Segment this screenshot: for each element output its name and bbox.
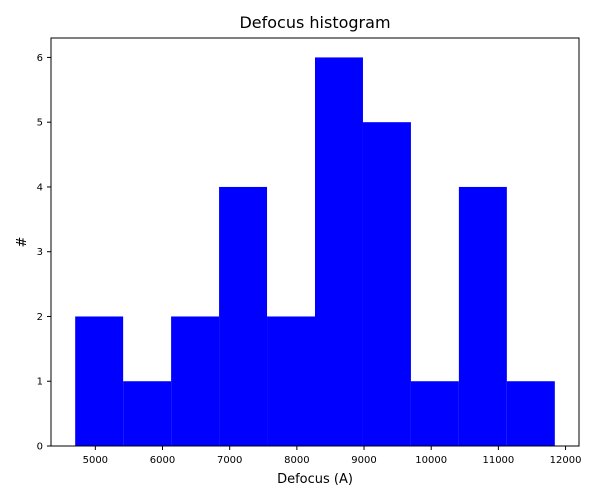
x-tick-label: 8000 <box>284 455 309 466</box>
x-axis-label: Defocus (A) <box>277 472 353 487</box>
histogram-bar <box>315 57 363 447</box>
histogram-bar <box>123 381 172 446</box>
histogram-bar <box>75 316 124 446</box>
y-tick-label: 1 <box>37 377 43 388</box>
histogram-bar <box>458 186 507 446</box>
x-tick-label: 7000 <box>217 455 242 466</box>
plot-area-frame <box>50 37 580 447</box>
x-tick-label: 6000 <box>150 455 175 466</box>
x-tick-label: 12000 <box>550 455 582 466</box>
x-tick-label: 10000 <box>415 455 447 466</box>
histogram-bar <box>171 316 220 446</box>
y-axis-ticks: 0 1 2 3 4 5 6 <box>37 53 51 453</box>
histogram-bar <box>267 316 315 446</box>
histogram-bar <box>506 381 555 446</box>
y-tick-label: 2 <box>37 312 43 323</box>
histogram-bar <box>362 122 411 446</box>
x-axis-ticks: 5000 6000 7000 8000 9000 10000 11000 12000 <box>83 446 582 466</box>
histogram-bars <box>75 57 555 447</box>
x-tick-label: 11000 <box>482 455 514 466</box>
histogram-bar <box>410 381 459 446</box>
y-tick-label: 0 <box>37 442 43 453</box>
y-tick-label: 6 <box>37 53 43 64</box>
y-tick-label: 3 <box>37 247 43 258</box>
x-tick-label: 5000 <box>83 455 108 466</box>
chart-title: Defocus histogram <box>239 13 390 32</box>
y-tick-label: 5 <box>37 118 43 129</box>
histogram-bar <box>219 186 268 446</box>
x-tick-label: 9000 <box>351 455 376 466</box>
y-axis-label: # <box>15 237 30 248</box>
y-tick-label: 4 <box>37 182 43 193</box>
